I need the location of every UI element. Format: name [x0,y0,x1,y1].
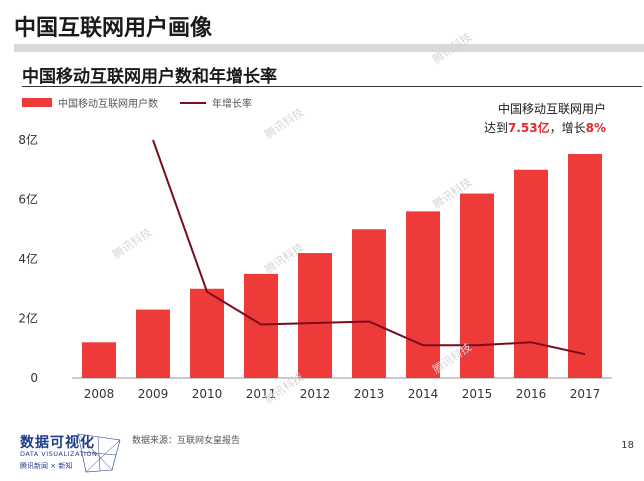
y-tick-label: 8亿 [18,132,38,147]
bar [460,193,494,378]
y-tick-label: 0 [30,371,38,385]
bar [406,211,440,378]
data-visualization-logo: 数据可视化 DATA VISUALIZATION 腾讯新闻 × 新知 [16,430,126,476]
bar [514,169,548,378]
y-tick-label: 6亿 [18,192,38,207]
x-tick-label: 2010 [192,387,223,401]
y-tick-label: 2亿 [18,311,38,326]
legend-line-swatch [180,101,206,104]
callout-annotation: 中国移动互联网用户 达到7.53亿，增长8% [484,100,606,138]
logo-title: 数据可视化 [20,435,95,451]
x-tick-label: 2011 [246,387,277,401]
x-tick-label: 2012 [300,387,331,401]
legend-bar-label: 中国移动互联网用户数 [58,99,158,110]
logo-subtitle: DATA VISUALIZATION [20,450,98,458]
data-source: 数据来源：互联网女皇报告 [132,436,241,446]
x-tick-label: 2013 [354,387,385,401]
bar [82,342,116,378]
x-tick-label: 2017 [570,387,601,401]
x-tick-label: 2009 [138,387,169,401]
x-tick-label: 2008 [84,387,115,401]
callout-value: 7.53亿 [508,121,550,135]
page-title: 中国互联网用户画像 [14,16,213,41]
legend: 中国移动互联网用户数 年增长率 [22,95,252,110]
logo-brand: 腾讯新闻 × 新知 [20,462,73,470]
x-tick-label: 2015 [462,387,493,401]
bar [136,309,170,378]
x-tick-label: 2014 [408,387,439,401]
bar [352,229,386,378]
bar [244,273,278,378]
legend-bar-swatch [22,98,52,107]
legend-line-label: 年增长率 [212,99,252,110]
callout-prefix: 达到 [483,121,508,135]
bar [190,288,224,378]
chart-title-underline [22,86,642,87]
callout-line1: 中国移动互联网用户 [497,102,606,116]
y-tick-label: 4亿 [18,251,38,266]
growth-rate-line [152,139,586,356]
callout-middle: ，增长 [549,121,586,135]
title-divider [14,44,644,52]
callout-growth: 8% [585,121,606,135]
bar [568,153,602,378]
callout-line2: 达到7.53亿，增长8% [484,119,606,138]
bar [298,253,332,378]
x-tick-label: 2016 [516,387,547,401]
page-number: 18 [621,440,634,451]
chart-title: 中国移动互联网用户数和年增长率 [22,67,277,87]
network-graphic-icon [77,433,121,473]
